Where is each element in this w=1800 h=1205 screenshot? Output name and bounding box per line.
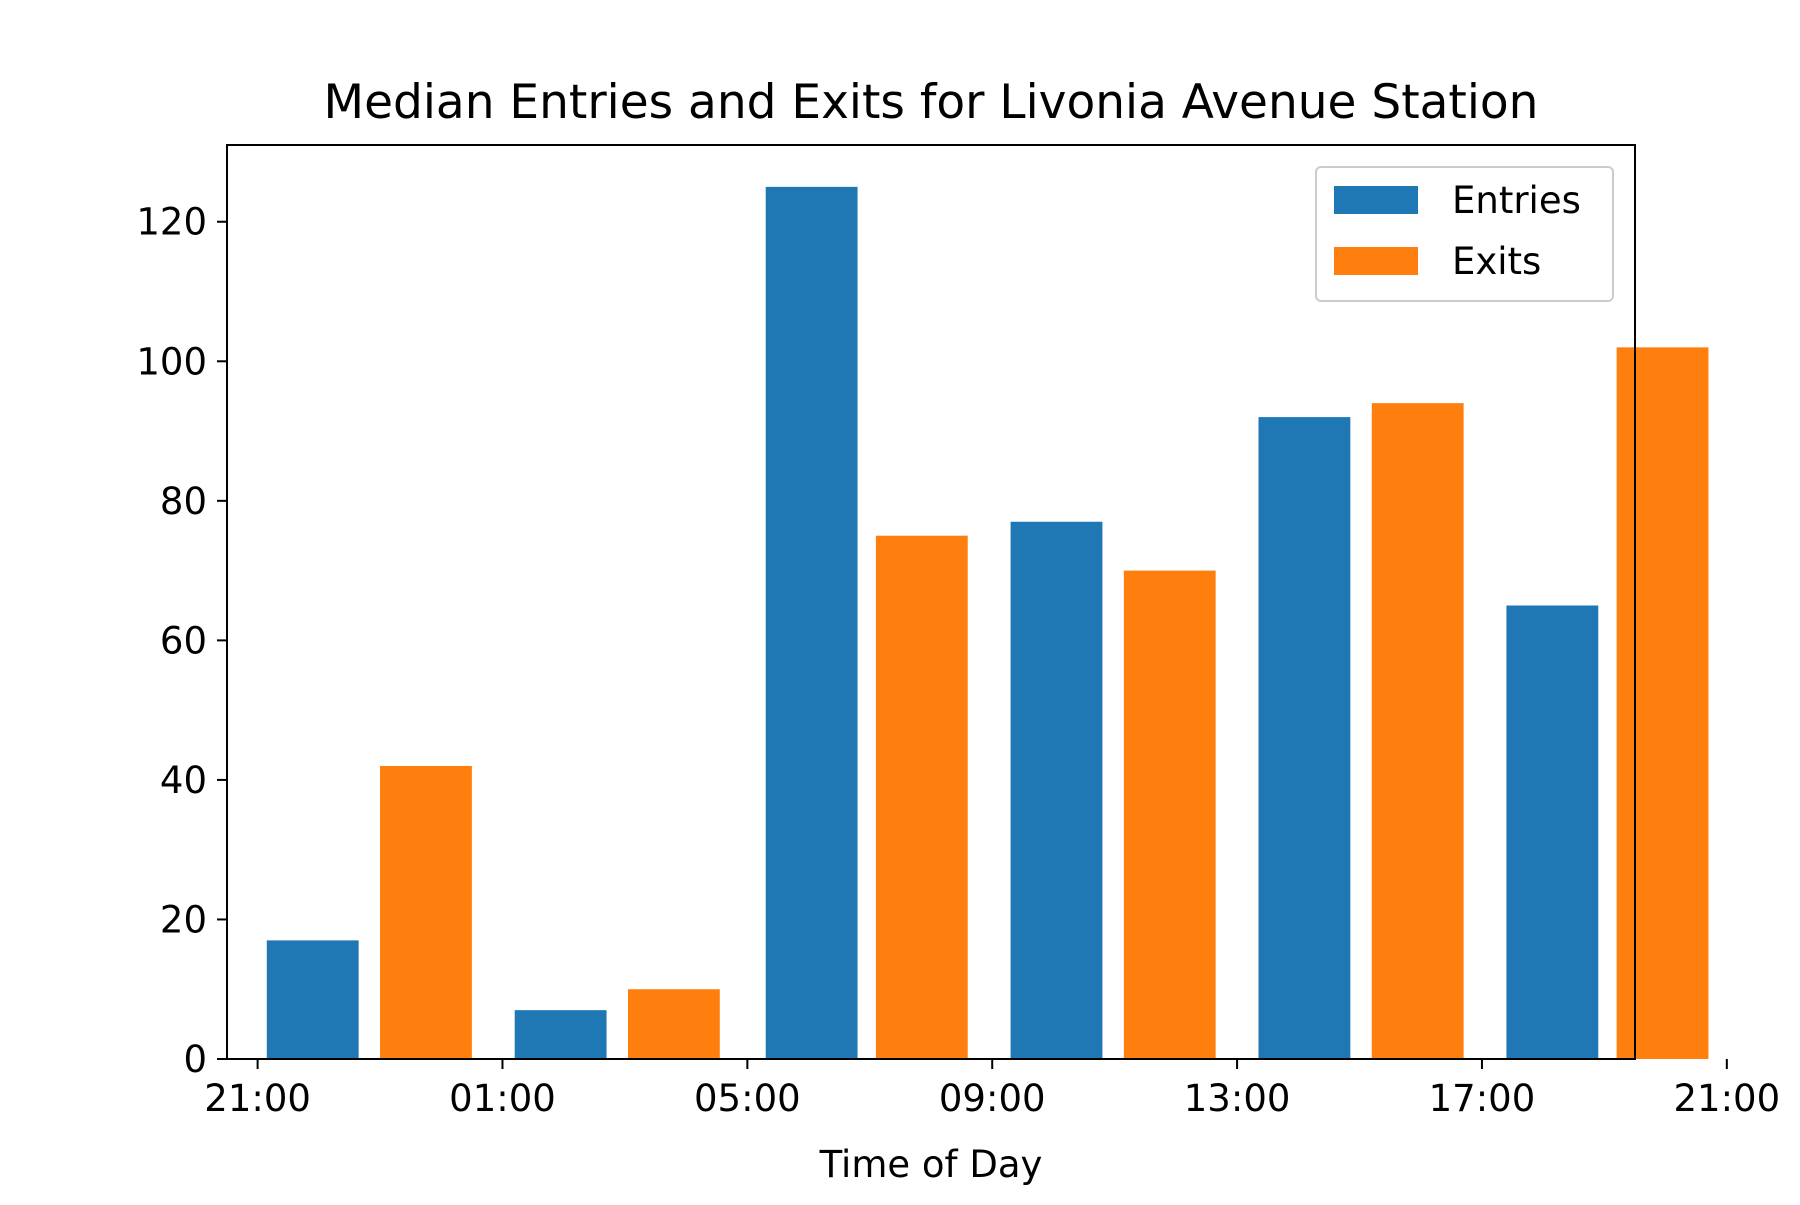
bar-exits-6	[1616, 347, 1709, 1060]
bar-exits-4	[1123, 570, 1216, 1059]
y-tick-label: 100	[136, 340, 207, 383]
plot-frame	[226, 144, 1636, 1060]
bar-entries-4	[1010, 521, 1103, 1059]
legend-swatch-exits	[1334, 247, 1418, 275]
x-tick-label: 21:00	[1674, 1077, 1781, 1120]
bar-exits-1	[380, 765, 472, 1059]
x-tick-label: 17:00	[1429, 1077, 1536, 1120]
y-tick-label: 80	[160, 480, 207, 523]
legend-label-exits: Exits	[1452, 240, 1541, 283]
y-tick-label: 60	[160, 619, 207, 662]
bar-exits-3	[875, 535, 968, 1059]
y-tick-label: 0	[183, 1038, 207, 1081]
bar-entries-5	[1258, 417, 1351, 1059]
x-tick-label: 01:00	[449, 1077, 556, 1120]
y-tick-label: 120	[136, 201, 207, 244]
legend-swatch-entries	[1334, 186, 1418, 214]
x-tick-label: 21:00	[204, 1077, 311, 1120]
bars-layer	[266, 186, 1709, 1060]
legend-label-entries: Entries	[1452, 179, 1581, 222]
bar-entries-2	[514, 1010, 607, 1059]
bar-exits-2	[627, 989, 720, 1059]
bar-entries-3	[765, 186, 858, 1060]
bar-entries-1	[266, 940, 359, 1059]
x-tick-label: 05:00	[694, 1077, 801, 1120]
legend: Entries Exits	[1315, 166, 1614, 302]
y-tick-label: 20	[160, 898, 207, 941]
y-axis: 0 20 40 60 80 100 120	[136, 201, 227, 1081]
x-axis-label: Time of Day	[819, 1143, 1043, 1186]
bar-exits-5	[1371, 403, 1464, 1059]
bar-entries-6	[1506, 605, 1599, 1059]
y-tick-label: 40	[160, 759, 207, 802]
chart-title: Median Entries and Exits for Livonia Ave…	[324, 75, 1539, 130]
x-axis: 21:00 01:00 05:00 09:00 13:00 17:00 21:00	[204, 1059, 1780, 1120]
x-tick-label: 13:00	[1184, 1077, 1291, 1120]
x-tick-label: 09:00	[939, 1077, 1046, 1120]
